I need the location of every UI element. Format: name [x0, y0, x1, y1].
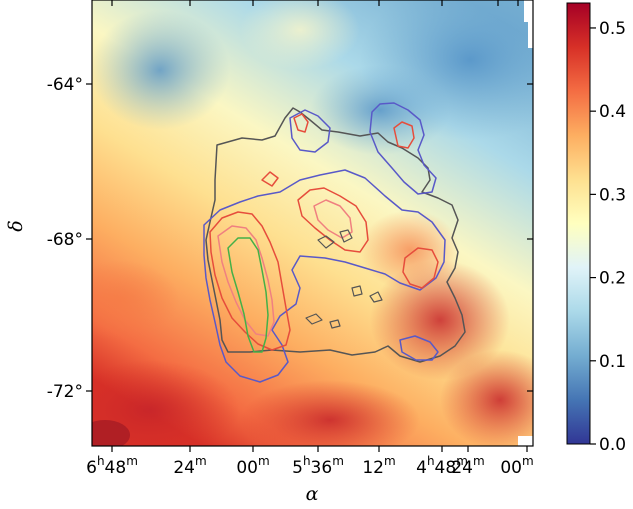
heatmap-background [92, 0, 533, 446]
y-tick-label: -68° [47, 230, 83, 250]
contour-overlay [203, 102, 466, 383]
x-tick-label: 4h48m [416, 454, 468, 478]
contour-red-upper [297, 187, 369, 253]
y-axis-title: δ [5, 220, 27, 231]
colorbar-tick-label: 0.2 [599, 269, 626, 289]
x-tick-label: 5h36m [292, 454, 344, 478]
colorbar-gradient [566, 2, 591, 445]
x-axis-title: α [306, 483, 319, 505]
colorbar-tick-label: 0.4 [599, 102, 626, 122]
contour-pink [217, 225, 275, 337]
x-tick-label: 00m [500, 454, 533, 478]
contour-red-right [402, 247, 439, 289]
contour-blue-bottom [399, 335, 439, 361]
contour-blue-top [369, 102, 437, 195]
colorbar-ticks: 0.0 0.1 0.2 0.3 0.4 0.5 [590, 19, 626, 455]
y-tick-label: -64° [47, 75, 83, 95]
y-tick-label: -72° [47, 382, 83, 402]
colorbar-tick-label: 0.5 [599, 19, 626, 39]
contour-red-top [393, 121, 415, 149]
contour-gray-islands [305, 229, 383, 329]
contour-green [227, 237, 269, 353]
colorbar-tick-label: 0.1 [599, 352, 626, 372]
y-axis: -64° -68° -72° [47, 75, 533, 402]
colorbar: 0.0 0.1 0.2 0.3 0.4 0.5 [566, 2, 626, 455]
contour-outline-gray [205, 107, 466, 363]
colorbar-tick-label: 0.0 [599, 435, 626, 455]
plot-frame [91, 0, 534, 447]
x-tick-label: 24m [451, 454, 484, 478]
x-tick-label: 12m [362, 454, 395, 478]
contour-blue-main [203, 169, 446, 383]
colorbar-tick-label: 0.3 [599, 185, 626, 205]
contour-pink-upper [313, 199, 353, 239]
contour-blue-mid [289, 109, 331, 153]
x-tick-label: 6h48m [86, 454, 138, 478]
x-tick-label: 24m [173, 454, 206, 478]
x-tick-label: 00m [236, 454, 269, 478]
contour-red-main [209, 211, 291, 351]
contour-red-tiny [261, 171, 279, 187]
contour-red-small [293, 113, 309, 133]
